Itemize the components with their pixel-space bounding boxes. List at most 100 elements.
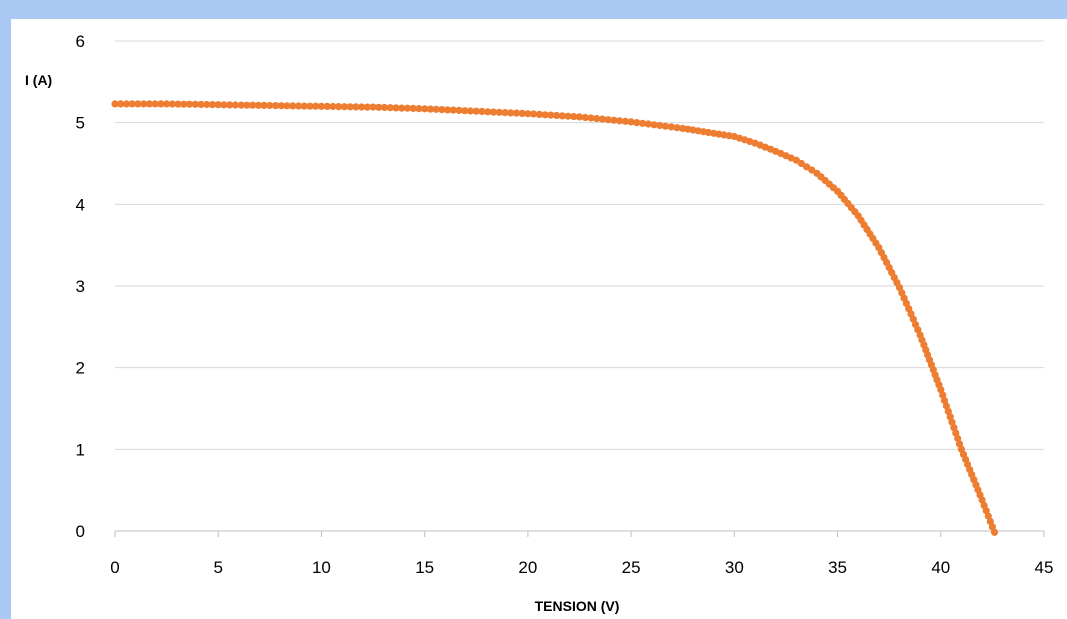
data-point <box>501 109 509 117</box>
data-point <box>478 107 486 116</box>
data-point <box>208 101 217 109</box>
data-point <box>346 103 354 111</box>
data-point <box>134 100 142 108</box>
data-point <box>541 111 549 119</box>
y-tick-label: 0 <box>76 522 85 541</box>
data-point <box>621 117 630 125</box>
data-point <box>237 101 245 109</box>
data-point <box>530 110 538 118</box>
data-point <box>398 104 406 112</box>
data-point <box>940 397 949 405</box>
x-tick-label: 10 <box>312 558 331 577</box>
data-point <box>191 100 199 108</box>
data-point <box>507 109 515 117</box>
data-point <box>604 116 612 124</box>
data-point <box>656 121 664 130</box>
data-point <box>593 115 601 123</box>
data-point <box>220 101 228 109</box>
data-point <box>180 100 188 108</box>
data-point <box>792 156 800 164</box>
data-point <box>145 100 153 108</box>
data-point <box>197 100 205 108</box>
data-point <box>392 104 400 112</box>
data-point <box>553 111 561 120</box>
data-point <box>489 108 498 116</box>
data-point <box>409 104 417 112</box>
y-tick-label: 4 <box>76 195 85 214</box>
x-tick-label: 25 <box>622 558 641 577</box>
data-point <box>323 102 331 110</box>
y-tick-label: 2 <box>76 359 85 378</box>
data-point <box>942 402 951 410</box>
data-point <box>386 104 394 112</box>
series-iv-curve <box>111 100 999 536</box>
data-point <box>524 110 532 118</box>
data-point <box>266 101 274 110</box>
data-point <box>466 107 475 115</box>
data-point <box>937 386 945 394</box>
data-point <box>598 115 607 123</box>
data-point <box>988 523 997 531</box>
data-point <box>122 100 131 108</box>
data-point <box>954 434 962 443</box>
x-axis-title: TENSION (V) <box>535 598 620 614</box>
data-point <box>168 100 176 108</box>
data-point <box>535 110 544 118</box>
data-point <box>174 100 182 108</box>
x-tick-label: 0 <box>110 558 119 577</box>
x-tick-label: 20 <box>518 558 537 577</box>
data-point <box>952 429 960 437</box>
data-point <box>984 512 992 520</box>
data-point <box>358 103 366 111</box>
x-tick-label: 30 <box>725 558 744 577</box>
data-point <box>644 120 652 128</box>
data-point <box>231 101 239 109</box>
x-tick-label: 45 <box>1035 558 1054 577</box>
data-point <box>317 102 325 110</box>
data-point <box>340 103 348 111</box>
data-point <box>639 119 647 127</box>
data-point <box>329 102 337 111</box>
data-point <box>570 113 578 121</box>
data-point <box>117 100 125 108</box>
y-axis-tick-labels: 0 1 2 3 4 5 6 <box>76 32 85 541</box>
data-point <box>214 101 222 109</box>
data-point <box>484 108 492 116</box>
data-point <box>661 122 670 130</box>
data-point <box>667 123 675 131</box>
data-point <box>982 507 990 515</box>
data-point <box>610 116 618 124</box>
data-point <box>243 101 251 109</box>
series-line <box>115 103 996 533</box>
data-point <box>203 100 211 109</box>
data-point <box>352 103 360 111</box>
data-point <box>946 413 954 421</box>
x-tick-label: 35 <box>828 558 847 577</box>
data-point <box>939 391 947 399</box>
data-point <box>380 103 389 112</box>
data-point <box>518 109 526 117</box>
data-point <box>426 105 434 113</box>
data-point <box>254 101 262 109</box>
x-axis-ticks <box>114 531 1045 537</box>
data-point <box>803 163 811 171</box>
y-tick-label: 6 <box>76 32 85 51</box>
x-tick-label: 40 <box>931 558 950 577</box>
x-tick-label: 15 <box>415 558 434 577</box>
data-point <box>547 111 555 119</box>
data-point <box>461 107 469 115</box>
x-axis-tick-labels: 0 5 10 15 20 25 30 35 40 45 <box>110 558 1053 577</box>
data-point <box>249 101 257 109</box>
data-point <box>438 106 446 114</box>
data-point <box>495 108 503 116</box>
data-point <box>673 124 681 132</box>
data-point <box>283 102 291 110</box>
data-point <box>300 102 308 110</box>
data-point <box>128 100 136 108</box>
data-point <box>163 100 171 108</box>
data-point <box>403 104 412 112</box>
data-point <box>978 496 986 504</box>
data-point <box>335 103 343 111</box>
data-point <box>421 105 429 113</box>
